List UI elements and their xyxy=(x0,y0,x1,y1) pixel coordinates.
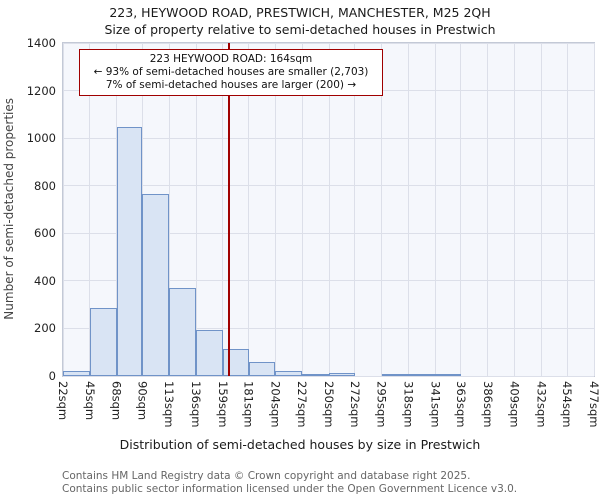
x-tick-label: 454sqm xyxy=(560,381,575,428)
x-axis-label: Distribution of semi-detached houses by … xyxy=(119,437,481,452)
x-tick-label: 159sqm xyxy=(215,381,230,428)
x-tick-label: 409sqm xyxy=(507,381,522,428)
property-size-marker-line xyxy=(227,43,230,376)
footer-line-1: Contains HM Land Registry data © Crown c… xyxy=(62,470,471,482)
histogram-bar xyxy=(142,194,170,376)
gridline-vertical xyxy=(301,43,303,376)
x-tick-label: 432sqm xyxy=(534,381,549,428)
gridline-vertical xyxy=(593,43,595,376)
histogram-bar xyxy=(435,374,461,376)
histogram-bar xyxy=(89,308,117,376)
gridline-vertical xyxy=(274,43,276,376)
histogram-bar xyxy=(116,127,143,376)
gridline-vertical xyxy=(407,43,409,376)
gridline-vertical xyxy=(540,43,542,376)
histogram-bar xyxy=(329,373,355,376)
gridline-vertical xyxy=(62,43,64,376)
histogram-bar xyxy=(275,371,303,376)
x-tick-label: 341sqm xyxy=(428,381,443,428)
x-tick-label: 45sqm xyxy=(82,381,97,421)
x-tick-label: 90sqm xyxy=(135,381,150,421)
gridline-vertical xyxy=(195,43,197,376)
plot-area: 0 200 400 600 800 1000 1200 1400 22sqm 45sqm 68sqm… xyxy=(27,36,600,427)
histogram-bar xyxy=(196,329,223,376)
x-tick-label: 295sqm xyxy=(374,381,389,428)
y-tick-label: 0 xyxy=(48,369,56,383)
histogram-bar xyxy=(302,373,330,376)
footer-line-2: Contains public sector information licen… xyxy=(62,482,518,495)
gridline-horizontal xyxy=(63,137,594,139)
x-tick-label: 136sqm xyxy=(189,381,204,428)
x-tick-label: 227sqm xyxy=(295,381,310,428)
annotation-smaller-line: ← 93% of semi-detached houses are smalle… xyxy=(93,66,369,79)
x-tick-label: 363sqm xyxy=(453,381,468,428)
x-tick-label: 386sqm xyxy=(480,381,495,428)
gridline-vertical xyxy=(168,43,170,376)
y-axis-label-wrap: Number of semi-detached properties xyxy=(0,42,18,375)
y-tick-label: 200 xyxy=(34,321,56,336)
y-tick-label: 1400 xyxy=(26,36,56,50)
x-tick-label: 250sqm xyxy=(322,381,337,428)
gridline-vertical xyxy=(381,43,383,376)
y-tick-label: 400 xyxy=(34,273,56,288)
y-tick-label: 1200 xyxy=(26,83,56,98)
y-tick-label: 600 xyxy=(34,226,56,241)
histogram-bar xyxy=(63,371,90,376)
x-tick-label: 318sqm xyxy=(401,381,416,428)
gridline-vertical xyxy=(328,43,330,376)
chart-subtitle: Size of property relative to semi-detach… xyxy=(104,22,496,37)
gridline-vertical xyxy=(89,43,91,376)
gridline-vertical xyxy=(434,43,436,376)
x-tick-label: 113sqm xyxy=(162,381,177,428)
gridline-horizontal xyxy=(63,232,594,234)
histogram-bar xyxy=(408,374,436,376)
histogram-bar xyxy=(169,288,197,376)
histogram-bar xyxy=(248,361,276,376)
annotation-box: 223 HEYWOOD ROAD: 164sqm ← 93% of semi-d… xyxy=(79,49,383,97)
gridline-horizontal xyxy=(63,280,594,282)
gridline-vertical xyxy=(354,43,356,376)
gridline-vertical xyxy=(222,43,224,376)
gridline-vertical xyxy=(487,43,489,376)
gridline-horizontal xyxy=(63,375,594,377)
x-tick-label: 181sqm xyxy=(241,381,256,428)
histogram-bar xyxy=(381,374,409,376)
gridline-vertical xyxy=(566,43,568,376)
annotation-property-line: 223 HEYWOOD ROAD: 164sqm xyxy=(149,53,313,65)
x-tick-label: 272sqm xyxy=(347,381,362,428)
y-axis-label: Number of semi-detached properties xyxy=(2,97,16,320)
footer: Contains HM Land Registry data © Crown c… xyxy=(62,470,517,495)
gridline-horizontal xyxy=(63,327,594,329)
gridline-vertical xyxy=(460,43,462,376)
x-tick-label: 22sqm xyxy=(56,381,70,421)
gridline-vertical xyxy=(248,43,250,376)
y-tick-label: 1000 xyxy=(26,131,56,146)
gridline-vertical xyxy=(514,43,516,376)
annotation-larger-line: 7% of semi-detached houses are larger (2… xyxy=(105,79,357,92)
x-tick-label: 68sqm xyxy=(109,381,124,421)
x-tick-label: 204sqm xyxy=(268,381,283,428)
gridline-horizontal xyxy=(63,42,594,44)
y-tick-label: 800 xyxy=(34,178,56,193)
histogram-bar xyxy=(222,348,249,376)
chart-title: 223, HEYWOOD ROAD, PRESTWICH, MANCHESTER… xyxy=(109,5,491,20)
x-tick-label: 477sqm xyxy=(587,381,600,428)
gridline-horizontal xyxy=(63,185,594,187)
